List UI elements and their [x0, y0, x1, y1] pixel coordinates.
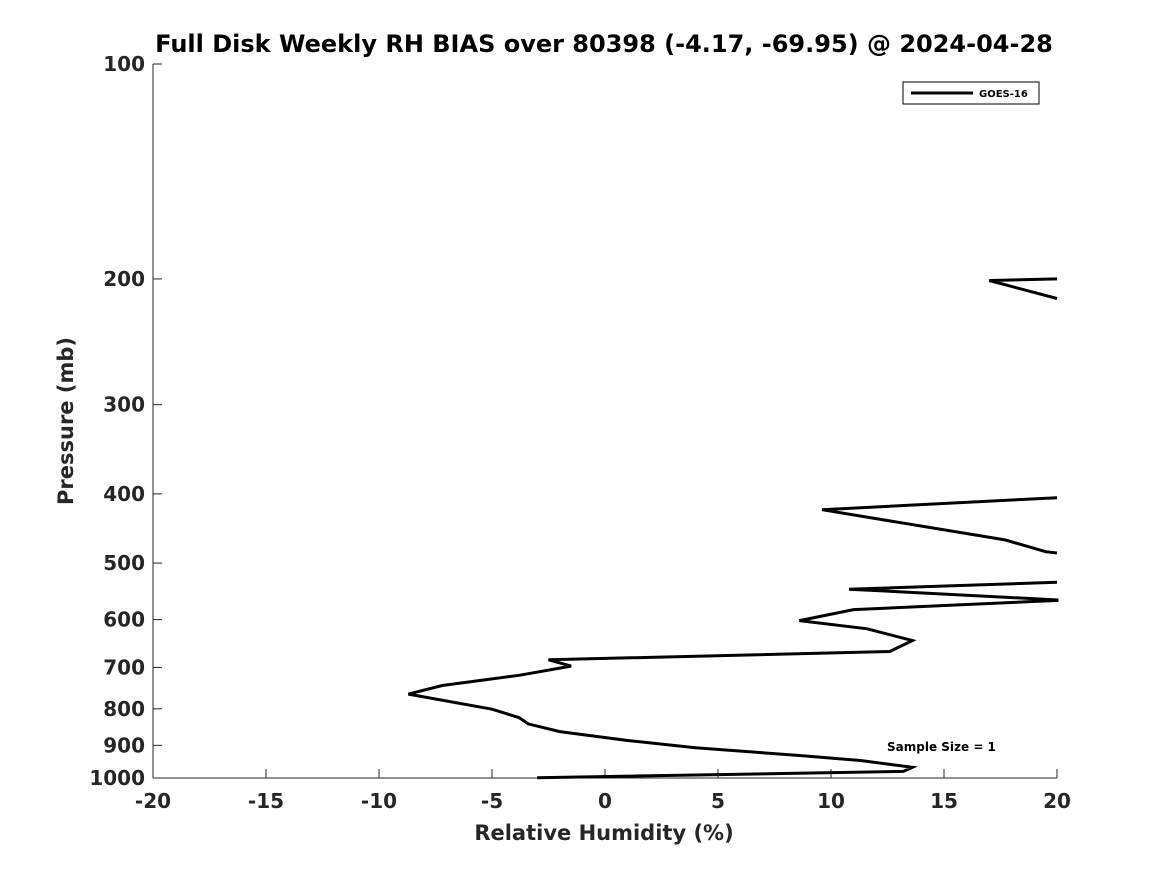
y-tick-label: 600	[103, 608, 145, 632]
x-tick-label: 15	[930, 789, 958, 813]
x-tick-label: 10	[817, 789, 845, 813]
x-tick-label: -20	[135, 789, 171, 813]
legend: GOES-16	[902, 81, 1040, 105]
x-tick-label: 5	[711, 789, 725, 813]
plot-area: -20 -15 -10 -5 0 5 10 15 20 100 200 300 400 500 600 700…	[89, 52, 1071, 813]
x-tick-label: -5	[481, 789, 503, 813]
y-tick-label: 800	[103, 697, 145, 721]
legend-label-goes-16: GOES-16	[979, 89, 1028, 100]
x-tick-label: -10	[361, 789, 397, 813]
y-axis-label: Pressure (mb)	[54, 337, 78, 505]
y-tick-label: 500	[103, 551, 145, 575]
chart-title: Full Disk Weekly RH BIAS over 80398 (-4.…	[155, 30, 1053, 58]
y-tick-label: 100	[103, 52, 145, 76]
series-line-goes-16-segment-3	[408, 580, 1059, 780]
y-tick-label: 900	[103, 733, 145, 757]
series-line-goes-16-segment-2	[821, 496, 1058, 555]
y-tick-label: 200	[103, 267, 145, 291]
sample-size-annotation: Sample Size = 1	[887, 740, 996, 754]
x-axis-label: Relative Humidity (%)	[474, 821, 733, 845]
y-tick-label: 300	[103, 393, 145, 417]
x-tick-label: 0	[598, 789, 612, 813]
y-tick-label: 1000	[89, 766, 145, 790]
y-tick-label: 700	[103, 655, 145, 679]
y-tick-label: 400	[103, 482, 145, 506]
x-tick-label: 20	[1043, 789, 1071, 813]
series-line-goes-16-segment-1	[988, 277, 1058, 300]
x-tick-label: -15	[248, 789, 284, 813]
